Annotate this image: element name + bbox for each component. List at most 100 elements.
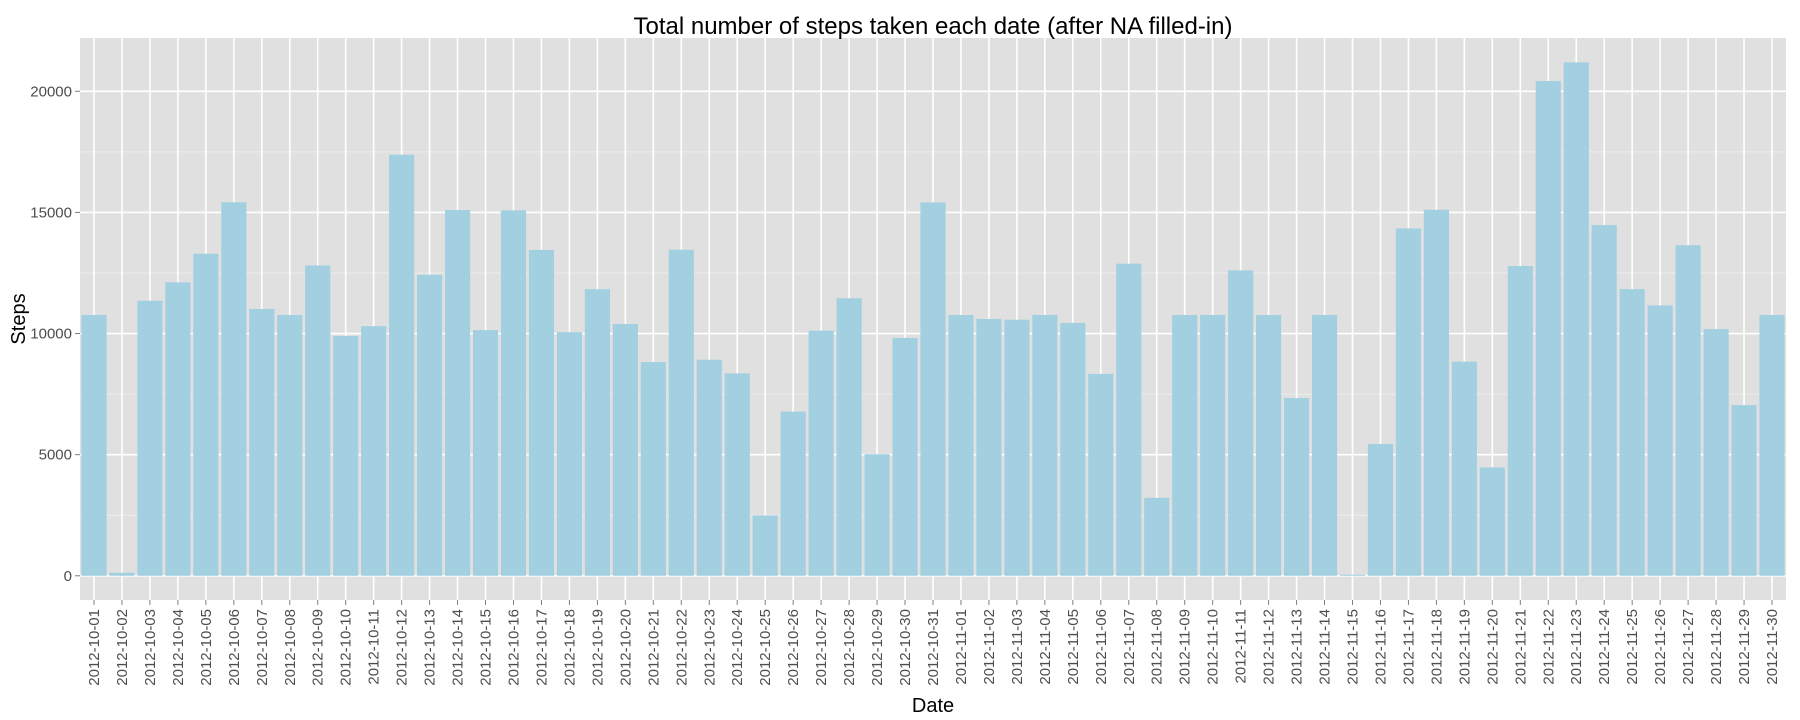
x-tick-label: 2012-11-29 <box>1736 609 1753 685</box>
bar-2012-10-04 <box>165 282 191 576</box>
x-tick-label: 2012-11-28 <box>1708 609 1725 685</box>
x-tick-label: 2012-10-17 <box>533 609 550 686</box>
bar-2012-10-28 <box>836 298 862 576</box>
bar-2012-10-14 <box>444 210 471 576</box>
bar-2012-10-27 <box>808 330 834 576</box>
x-tick-label: 2012-10-02 <box>114 609 131 686</box>
x-tick-label: 2012-10-23 <box>701 609 718 686</box>
x-tick-label: 2012-10-31 <box>925 609 942 686</box>
bar-2012-11-11 <box>1228 270 1254 576</box>
x-tick-label: 2012-10-08 <box>282 609 299 686</box>
y-tick-label: 0 <box>64 568 72 585</box>
y-tick-label: 10000 <box>30 326 72 343</box>
bar-2012-11-02 <box>976 319 1002 576</box>
bar-2012-10-05 <box>193 253 219 576</box>
bar-2012-10-20 <box>612 323 638 576</box>
x-tick-label: 2012-10-28 <box>841 609 858 686</box>
x-tick-label: 2012-11-17 <box>1400 609 1417 685</box>
x-tick-label: 2012-11-03 <box>1009 609 1026 685</box>
x-tick-label: 2012-10-21 <box>645 609 662 686</box>
bar-2012-11-27 <box>1675 245 1701 576</box>
bar-2012-11-20 <box>1479 467 1505 576</box>
bar-2012-11-29 <box>1731 405 1757 576</box>
x-tick-label: 2012-11-21 <box>1512 609 1529 685</box>
bar-2012-11-28 <box>1703 329 1729 576</box>
bar-2012-10-30 <box>892 337 918 576</box>
bar-2012-11-19 <box>1451 361 1477 576</box>
x-tick-label: 2012-11-09 <box>1177 609 1194 685</box>
x-tick-label: 2012-10-24 <box>729 609 746 686</box>
bar-2012-10-18 <box>556 332 583 576</box>
x-tick-label: 2012-11-07 <box>1121 609 1138 685</box>
x-tick-label: 2012-11-01 <box>953 609 970 685</box>
x-tick-label: 2012-11-10 <box>1205 609 1222 685</box>
x-tick-label: 2012-10-13 <box>422 609 439 686</box>
x-tick-label: 2012-11-27 <box>1680 609 1697 685</box>
bar-2012-10-11 <box>361 326 387 576</box>
bar-2012-10-13 <box>417 274 443 576</box>
bar-2012-10-23 <box>696 359 722 576</box>
bar-2012-11-24 <box>1591 225 1617 576</box>
x-tick-label: 2012-10-11 <box>366 609 383 685</box>
x-tick-label: 2012-10-26 <box>785 609 802 686</box>
x-axis-title: Date <box>912 695 954 717</box>
x-tick-label: 2012-11-16 <box>1372 609 1389 685</box>
x-tick-label: 2012-11-23 <box>1568 609 1585 685</box>
bar-2012-11-23 <box>1563 62 1589 576</box>
x-tick-label: 2012-10-10 <box>338 609 355 686</box>
chart-title: Total number of steps taken each date (a… <box>634 13 1233 40</box>
bar-2012-11-22 <box>1535 80 1561 576</box>
y-tick-label: 15000 <box>30 204 72 221</box>
x-tick-label: 2012-10-12 <box>394 609 411 686</box>
bar-2012-11-30 <box>1759 314 1785 576</box>
x-tick-label: 2012-11-12 <box>1261 609 1278 685</box>
bar-2012-11-13 <box>1283 398 1310 576</box>
bar-2012-11-26 <box>1647 305 1673 576</box>
x-tick-label: 2012-10-29 <box>869 609 886 686</box>
x-tick-label: 2012-10-18 <box>561 609 578 686</box>
x-tick-label: 2012-10-06 <box>226 609 243 686</box>
bar-2012-11-18 <box>1423 209 1449 576</box>
x-tick-label: 2012-11-18 <box>1428 609 1445 685</box>
bar-2012-11-08 <box>1144 497 1170 576</box>
x-tick-label: 2012-10-30 <box>897 609 914 686</box>
x-tick-label: 2012-11-25 <box>1624 609 1641 685</box>
bar-2012-11-07 <box>1116 263 1142 576</box>
x-tick-label: 2012-11-20 <box>1484 609 1501 685</box>
x-axis: 2012-10-01 2012-10-02 2012-10-03 2012-10-04… <box>86 600 1781 686</box>
x-tick-label: 2012-11-30 <box>1764 609 1781 685</box>
bar-2012-11-14 <box>1311 314 1338 576</box>
x-tick-label: 2012-10-09 <box>310 609 327 686</box>
bar-2012-10-29 <box>864 454 890 576</box>
bar-2012-11-16 <box>1367 443 1394 576</box>
x-tick-label: 2012-10-07 <box>254 609 271 686</box>
bar-2012-10-26 <box>780 411 806 576</box>
bar-2012-10-25 <box>752 515 778 576</box>
x-tick-label: 2012-11-26 <box>1652 609 1669 685</box>
bar-2012-10-22 <box>668 249 694 576</box>
y-tick-label: 5000 <box>39 447 72 464</box>
bar-2012-11-09 <box>1172 314 1198 576</box>
y-axis-title: Steps <box>8 293 30 344</box>
x-tick-label: 2012-10-25 <box>757 609 774 686</box>
x-tick-label: 2012-10-01 <box>86 609 103 686</box>
bar-2012-11-25 <box>1619 289 1645 576</box>
bar-2012-11-15 <box>1339 574 1366 576</box>
bar-2012-10-06 <box>221 202 247 576</box>
bar-2012-10-10 <box>333 335 359 576</box>
x-tick-label: 2012-11-11 <box>1233 609 1250 684</box>
x-tick-label: 2012-11-04 <box>1037 609 1054 685</box>
bar-2012-11-12 <box>1256 315 1282 576</box>
x-tick-label: 2012-10-14 <box>450 609 467 686</box>
x-tick-label: 2012-10-27 <box>813 609 830 686</box>
bar-2012-10-31 <box>920 202 946 576</box>
bar-2012-10-02 <box>109 572 135 576</box>
bar-2012-11-17 <box>1395 228 1422 576</box>
bar-2012-10-24 <box>724 373 750 576</box>
bar-2012-10-01 <box>81 314 107 576</box>
x-tick-label: 2012-11-19 <box>1456 609 1473 685</box>
bar-2012-11-03 <box>1004 319 1030 576</box>
x-tick-label: 2012-11-22 <box>1540 609 1557 685</box>
bar-2012-11-10 <box>1200 314 1226 576</box>
